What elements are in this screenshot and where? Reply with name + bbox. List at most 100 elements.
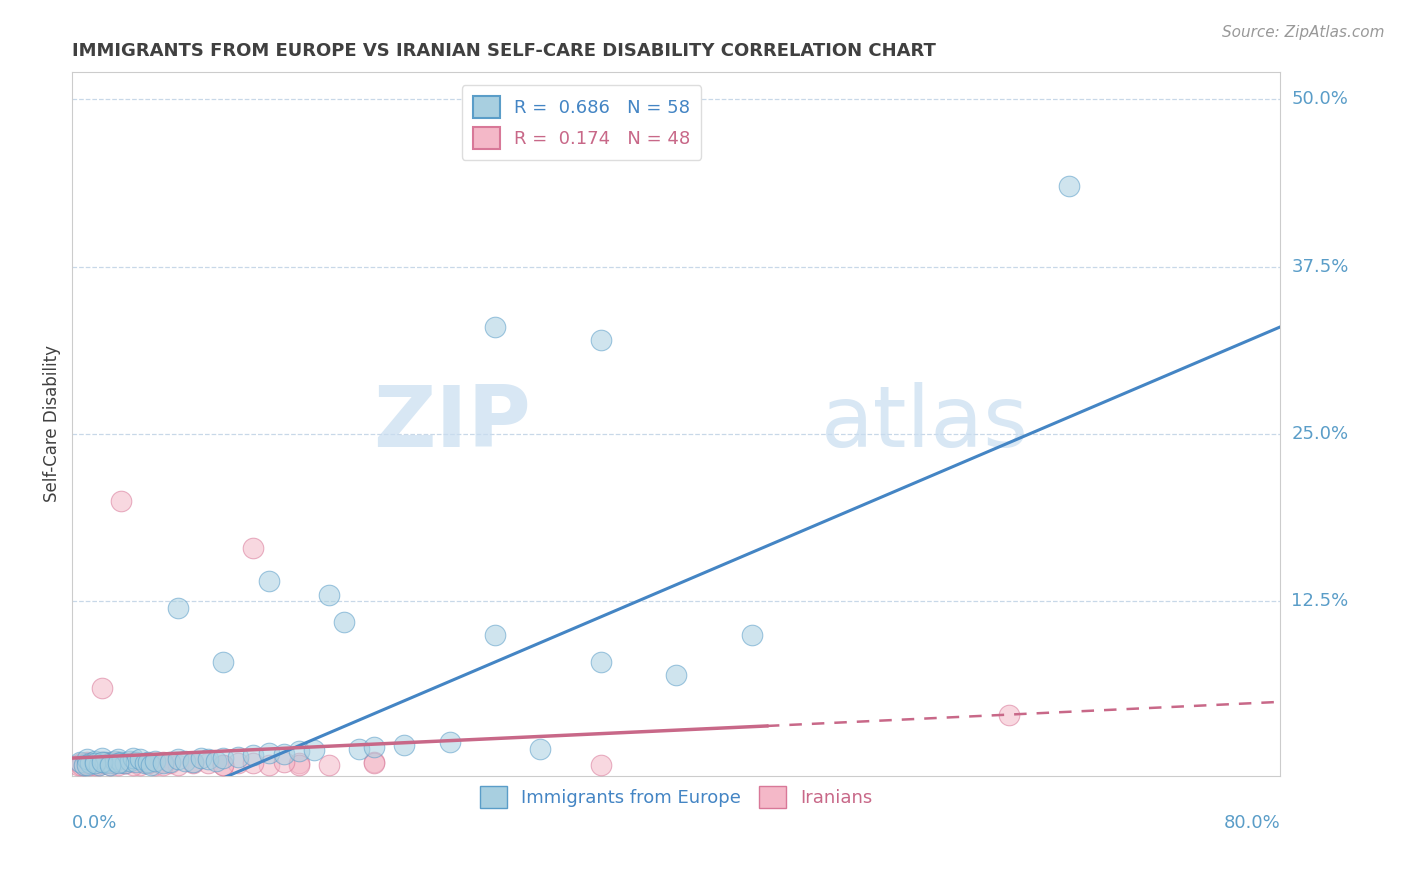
- Text: 80.0%: 80.0%: [1223, 814, 1281, 832]
- Point: [242, 541, 264, 555]
- Text: ZIP: ZIP: [374, 383, 531, 466]
- Point: [152, 755, 174, 769]
- Point: [159, 756, 181, 771]
- Point: [129, 752, 152, 766]
- Point: [242, 756, 264, 771]
- Point: [114, 756, 136, 771]
- Point: [124, 755, 146, 769]
- Point: [83, 757, 105, 772]
- Point: [152, 756, 174, 771]
- Point: [98, 757, 121, 772]
- Point: [143, 757, 166, 772]
- Text: 50.0%: 50.0%: [1292, 90, 1348, 108]
- Point: [439, 735, 461, 749]
- Point: [110, 755, 132, 769]
- Point: [484, 628, 506, 642]
- Point: [363, 756, 385, 771]
- Point: [212, 757, 235, 772]
- Point: [91, 755, 114, 769]
- Point: [159, 755, 181, 769]
- Point: [114, 756, 136, 771]
- Point: [114, 756, 136, 771]
- Point: [181, 756, 204, 771]
- Point: [69, 755, 91, 769]
- Point: [83, 754, 105, 768]
- Point: [83, 756, 105, 771]
- Y-axis label: Self-Care Disability: Self-Care Disability: [44, 345, 60, 502]
- Point: [318, 757, 340, 772]
- Point: [197, 756, 219, 771]
- Point: [70, 756, 93, 771]
- Point: [91, 755, 114, 769]
- Point: [589, 757, 612, 772]
- Point: [107, 756, 129, 771]
- Point: [287, 744, 309, 758]
- Point: [287, 757, 309, 772]
- Point: [121, 751, 143, 765]
- Point: [79, 757, 101, 772]
- Point: [67, 757, 90, 772]
- Text: IMMIGRANTS FROM EUROPE VS IRANIAN SELF-CARE DISABILITY CORRELATION CHART: IMMIGRANTS FROM EUROPE VS IRANIAN SELF-C…: [72, 42, 936, 60]
- Point: [181, 755, 204, 769]
- Text: 37.5%: 37.5%: [1292, 258, 1348, 276]
- Point: [302, 743, 325, 757]
- Point: [529, 741, 551, 756]
- Point: [107, 755, 129, 769]
- Point: [181, 755, 204, 769]
- Point: [94, 755, 117, 769]
- Text: 25.0%: 25.0%: [1292, 425, 1348, 443]
- Point: [152, 757, 174, 772]
- Point: [121, 755, 143, 769]
- Point: [257, 757, 280, 772]
- Point: [110, 494, 132, 508]
- Point: [190, 751, 212, 765]
- Point: [83, 756, 105, 771]
- Point: [363, 740, 385, 755]
- Point: [287, 756, 309, 771]
- Point: [143, 754, 166, 768]
- Point: [212, 757, 235, 772]
- Point: [89, 757, 111, 772]
- Point: [134, 756, 156, 771]
- Point: [204, 754, 226, 768]
- Point: [91, 681, 114, 696]
- Point: [318, 588, 340, 602]
- Point: [107, 752, 129, 766]
- Point: [394, 738, 416, 752]
- Point: [997, 708, 1019, 723]
- Text: Source: ZipAtlas.com: Source: ZipAtlas.com: [1222, 25, 1385, 40]
- Text: 0.0%: 0.0%: [72, 814, 118, 832]
- Point: [589, 655, 612, 669]
- Point: [228, 749, 250, 764]
- Point: [136, 756, 159, 771]
- Point: [76, 752, 98, 766]
- Point: [665, 668, 688, 682]
- Point: [1057, 179, 1080, 194]
- Legend: Immigrants from Europe, Iranians: Immigrants from Europe, Iranians: [472, 780, 880, 815]
- Point: [129, 757, 152, 772]
- Point: [257, 746, 280, 760]
- Point: [136, 756, 159, 771]
- Point: [333, 615, 356, 629]
- Text: 12.5%: 12.5%: [1292, 592, 1348, 610]
- Point: [98, 756, 121, 771]
- Point: [79, 756, 101, 771]
- Point: [363, 755, 385, 769]
- Point: [70, 757, 93, 772]
- Point: [98, 757, 121, 772]
- Point: [167, 752, 190, 766]
- Point: [94, 756, 117, 771]
- Point: [107, 757, 129, 772]
- Point: [98, 755, 121, 769]
- Point: [73, 757, 96, 772]
- Point: [73, 757, 96, 772]
- Point: [174, 754, 197, 768]
- Point: [76, 757, 98, 772]
- Point: [91, 751, 114, 765]
- Point: [741, 628, 763, 642]
- Point: [257, 574, 280, 589]
- Point: [89, 757, 111, 772]
- Point: [589, 333, 612, 347]
- Point: [212, 751, 235, 765]
- Point: [118, 754, 141, 768]
